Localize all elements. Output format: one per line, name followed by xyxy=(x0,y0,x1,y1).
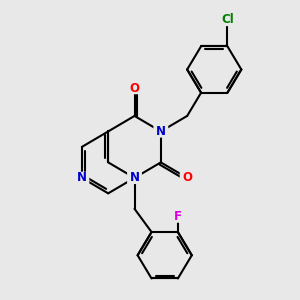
Text: O: O xyxy=(130,82,140,94)
FancyBboxPatch shape xyxy=(127,172,142,184)
Text: N: N xyxy=(77,171,87,184)
FancyBboxPatch shape xyxy=(74,172,89,184)
Text: Cl: Cl xyxy=(221,14,234,26)
Text: F: F xyxy=(174,210,182,223)
FancyBboxPatch shape xyxy=(220,14,235,26)
FancyBboxPatch shape xyxy=(180,172,195,184)
FancyBboxPatch shape xyxy=(127,82,142,94)
Text: N: N xyxy=(156,125,166,138)
Text: N: N xyxy=(130,171,140,184)
FancyBboxPatch shape xyxy=(153,125,168,138)
Text: O: O xyxy=(182,171,192,184)
FancyBboxPatch shape xyxy=(170,210,185,223)
